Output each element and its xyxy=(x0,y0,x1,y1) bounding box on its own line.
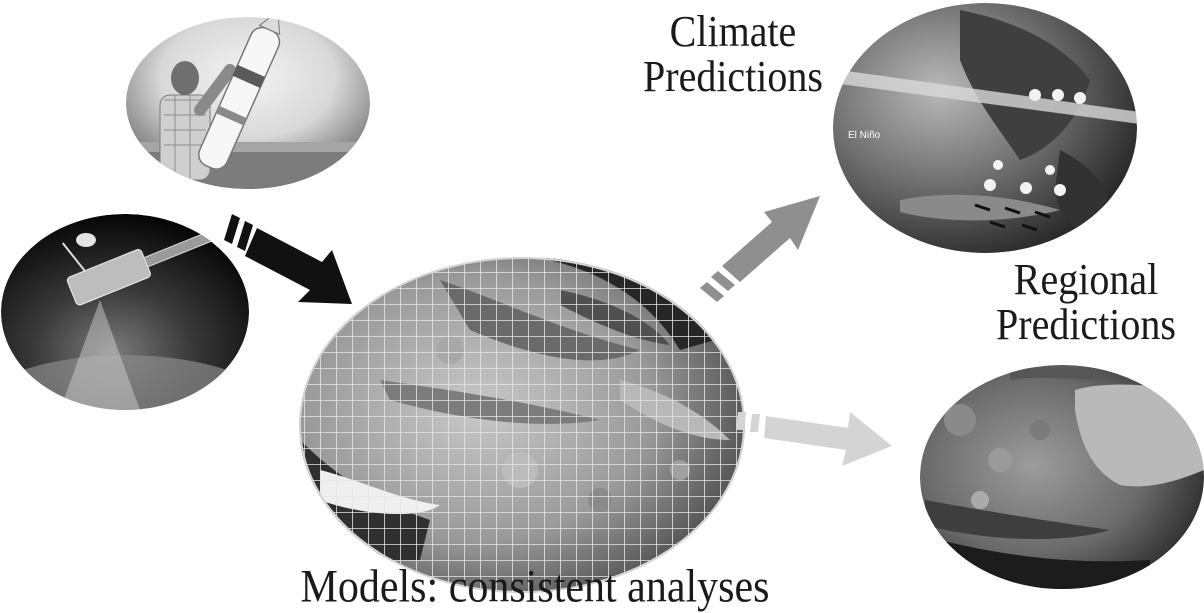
cloud-icon xyxy=(984,89,1086,196)
climate-label-line1: Climate xyxy=(669,5,797,57)
regional-label-line2: Predictions xyxy=(996,298,1176,350)
regional-predictions-label: Regional Predictions xyxy=(968,257,1204,347)
climate-label-line2: Predictions xyxy=(643,50,823,102)
el-nino-label: El Niño xyxy=(848,130,881,141)
models-caption: Models: consistent analyses xyxy=(300,561,770,613)
climate-globe-image: El Niño xyxy=(833,3,1137,253)
person-figure xyxy=(159,61,236,181)
arrow-model-to-climate xyxy=(700,196,820,302)
arrow-model-to-regional xyxy=(736,412,892,466)
regional-label-line1: Regional xyxy=(1013,253,1159,305)
climate-predictions-label: Climate Predictions xyxy=(628,9,838,99)
model-analysis-grid xyxy=(299,257,745,593)
regional-map-image xyxy=(920,365,1204,589)
arrow-observations-to-model xyxy=(224,214,352,304)
radiosonde-launch-image xyxy=(126,17,370,189)
